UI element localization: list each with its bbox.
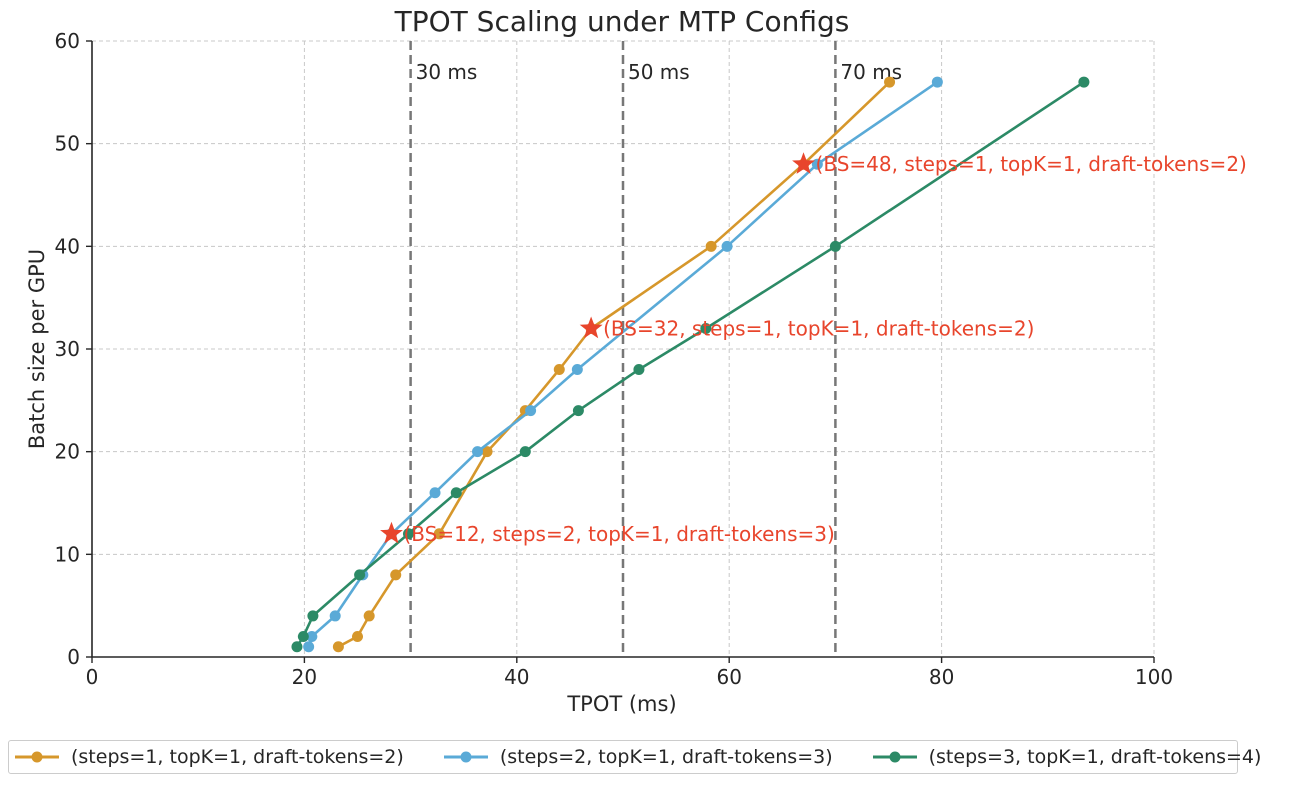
reference-lines: 30 ms 50 ms 70 ms (409, 41, 902, 657)
data-point (633, 364, 645, 376)
annotation-label: (BS=12, steps=2, topK=1, draft-tokens=3) (403, 522, 834, 546)
highlight-star (380, 521, 403, 544)
y-tick-label: 0 (67, 645, 80, 669)
grid (92, 40, 1155, 657)
data-point (481, 446, 493, 458)
data-point (306, 630, 318, 642)
series-1 (332, 76, 896, 653)
y-tick-label: 10 (55, 542, 80, 566)
legend-swatch-steps2 (443, 751, 488, 763)
data-point (450, 487, 462, 499)
series (291, 76, 1090, 653)
ticks: 0 20 40 60 80 100 0 10 20 30 40 50 60 (55, 29, 1174, 689)
y-tick-label: 40 (55, 234, 80, 258)
data-point (700, 322, 712, 334)
legend-item-steps3: (steps=3, topK=1, draft-tokens=4) (871, 746, 1262, 768)
legend-item-steps1: (steps=1, topK=1, draft-tokens=2) (13, 746, 404, 768)
data-point (402, 528, 414, 540)
data-point (721, 240, 733, 252)
data-point (297, 630, 309, 642)
data-point (363, 610, 375, 622)
x-tick-label: 20 (292, 665, 317, 689)
data-point (811, 158, 823, 170)
data-point (829, 240, 841, 252)
data-point (354, 569, 366, 581)
annotations: (BS=12, steps=2, topK=1, draft-tokens=3)… (380, 152, 1247, 546)
data-point (519, 446, 531, 458)
data-point (571, 364, 583, 376)
legend-swatch-steps3 (872, 751, 917, 763)
chart-title: TPOT Scaling under MTP Configs (394, 5, 850, 38)
data-point (332, 641, 344, 653)
y-tick-label: 20 (55, 440, 80, 464)
series-3 (291, 76, 1090, 653)
data-point (307, 610, 319, 622)
tpot-scaling-chart: 30 ms 50 ms 70 ms 0 20 40 60 80 100010203040506… (25, 5, 1247, 716)
data-point (884, 76, 896, 88)
data-point (429, 487, 441, 499)
data-point (291, 641, 303, 653)
data-point (572, 405, 584, 417)
reference-line-label: 50 ms (628, 60, 690, 84)
x-tick-label: 0 (86, 665, 99, 689)
data-point (931, 76, 943, 88)
legend-label-steps2: (steps=2, topK=1, draft-tokens=3) (499, 746, 833, 768)
x-tick-label: 100 (1135, 665, 1173, 689)
y-tick-label: 60 (55, 29, 80, 53)
data-point (1078, 76, 1090, 88)
legend-swatch-steps1 (15, 751, 59, 763)
data-point (705, 240, 717, 252)
highlight-star (792, 152, 815, 174)
data-point (553, 364, 565, 376)
x-axis-label: TPOT (ms) (566, 692, 676, 716)
series-2 (303, 76, 943, 653)
reference-line-label: 30 ms (416, 60, 478, 84)
y-tick-label: 30 (55, 337, 80, 361)
data-point (303, 641, 315, 653)
x-tick-label: 40 (504, 665, 529, 689)
legend-label-steps1: (steps=1, topK=1, draft-tokens=2) (71, 746, 404, 768)
annotation-label: (BS=48, steps=1, topK=1, draft-tokens=2) (816, 152, 1247, 176)
x-tick-label: 60 (716, 665, 741, 689)
legend-item-steps2: (steps=2, topK=1, draft-tokens=3) (442, 746, 833, 768)
data-point (352, 630, 363, 642)
data-point (329, 610, 341, 622)
legend-label-steps3: (steps=3, topK=1, draft-tokens=4) (928, 746, 1262, 768)
x-tick-label: 80 (929, 665, 954, 689)
data-point (433, 528, 445, 540)
highlight-star (579, 316, 603, 339)
y-tick-label: 50 (55, 132, 80, 156)
data-point (390, 569, 402, 581)
legend: (steps=1, topK=1, draft-tokens=2) (steps… (8, 740, 1261, 774)
y-axis-label: Batch size per GPU (25, 249, 49, 449)
data-point (472, 446, 484, 458)
data-point (525, 405, 537, 417)
annotation-label: (BS=32, steps=1, topK=1, draft-tokens=2) (603, 316, 1034, 340)
